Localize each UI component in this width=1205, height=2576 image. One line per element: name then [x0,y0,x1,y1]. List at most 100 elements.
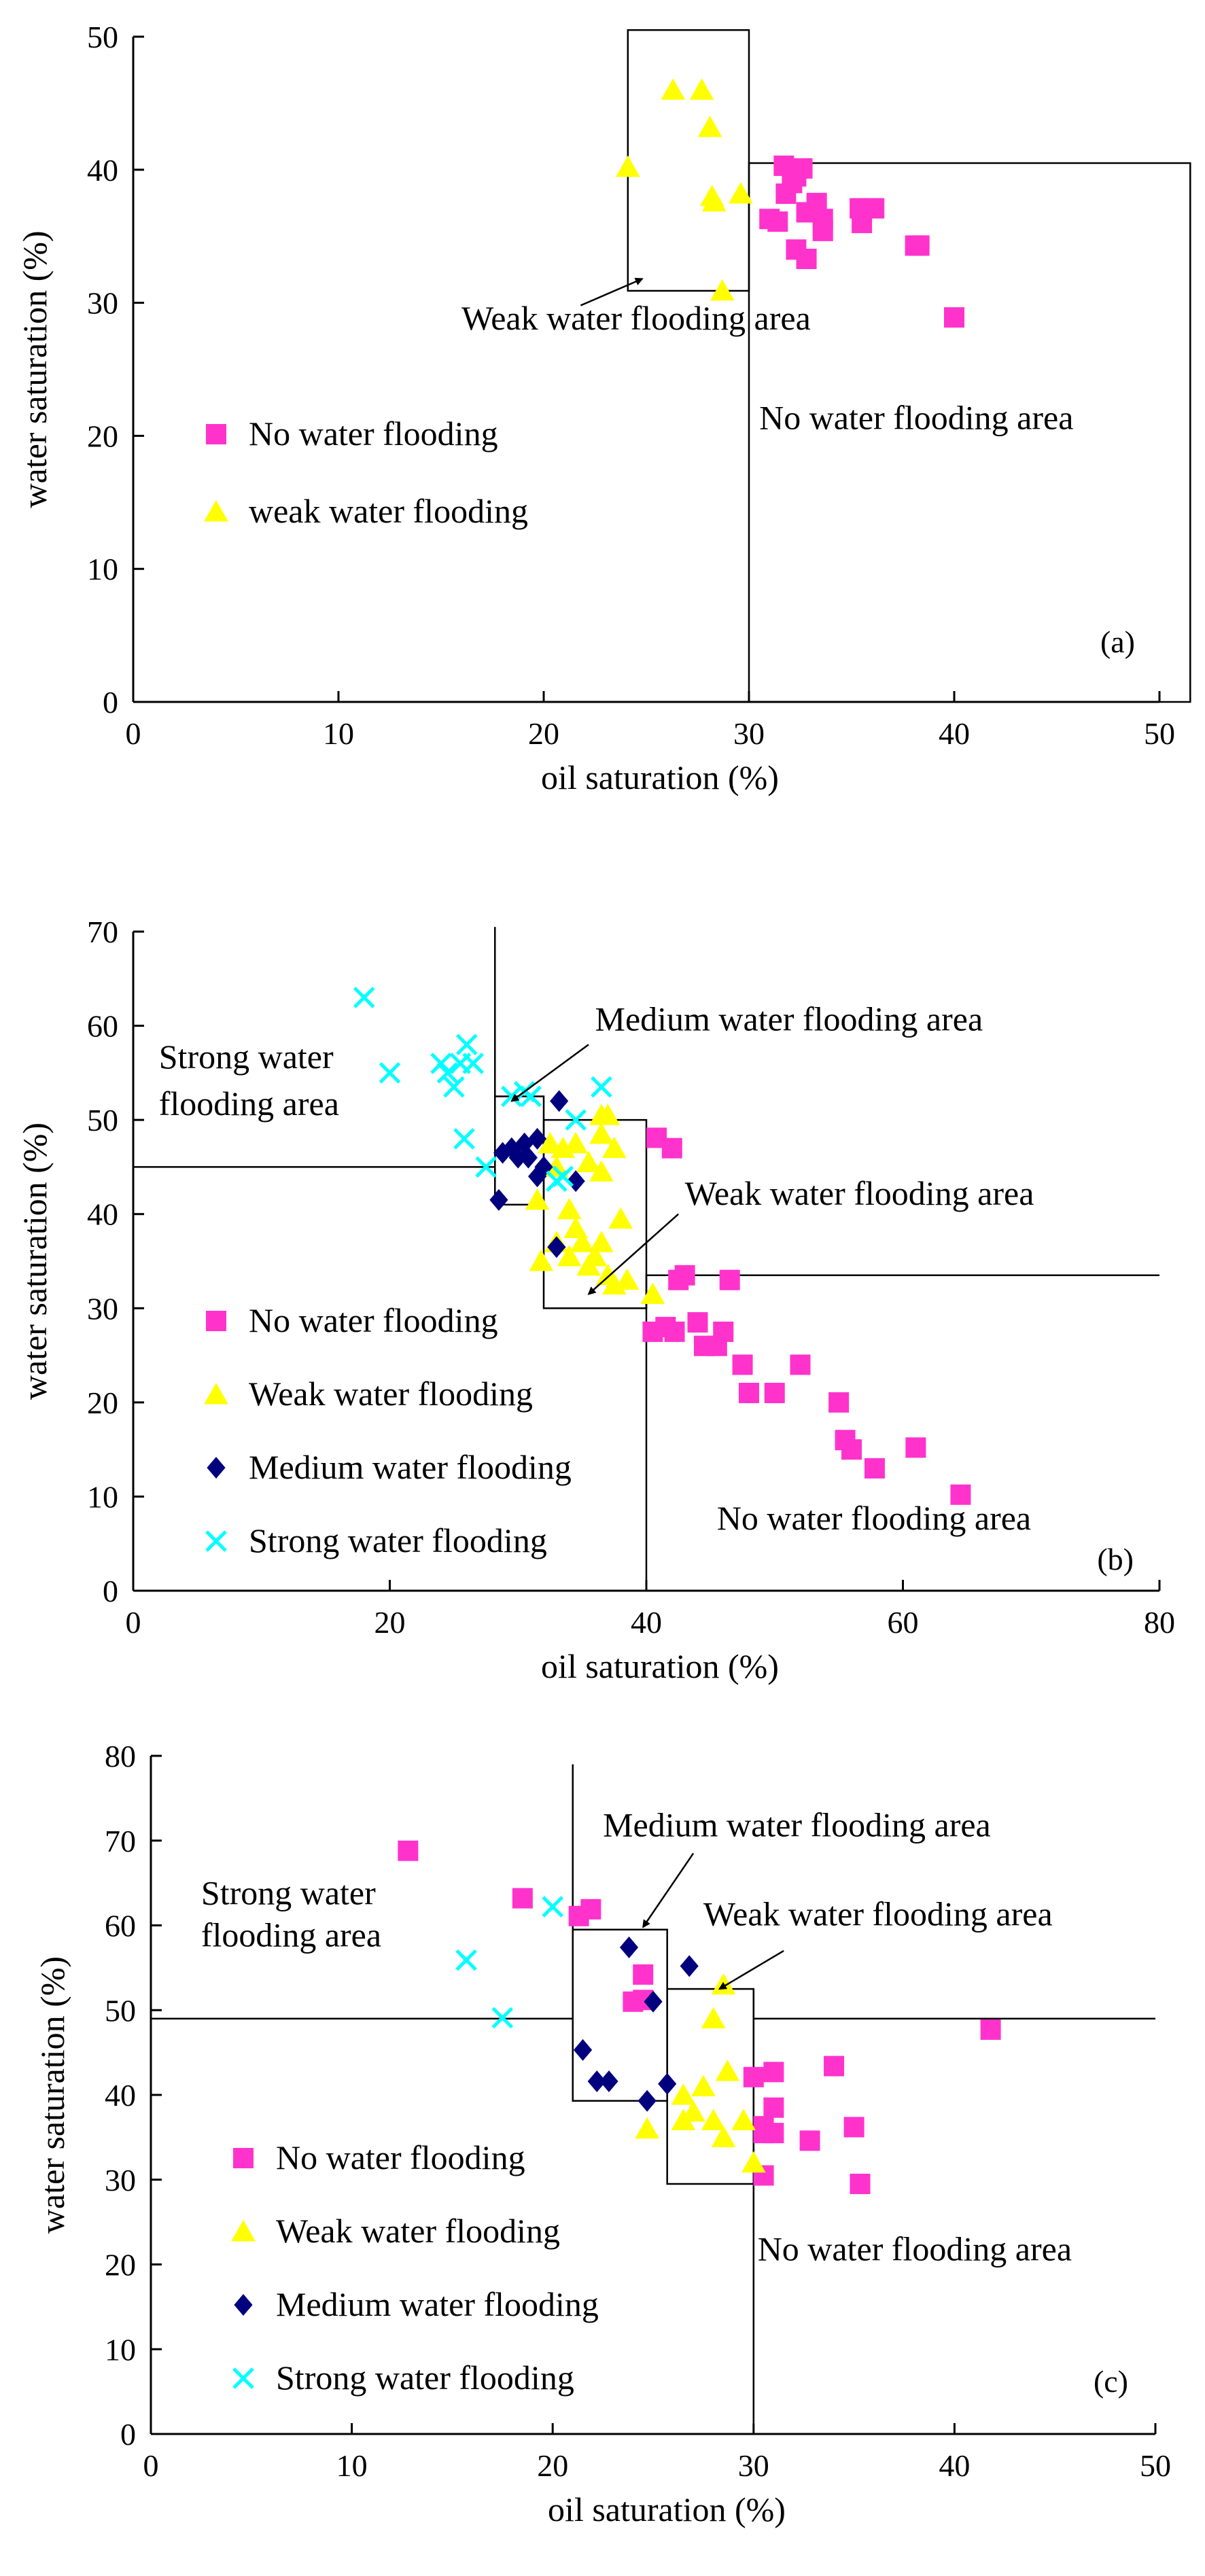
point-diamond [638,2089,657,2112]
point-x [379,1062,401,1084]
x-tick-label: 10 [323,716,354,751]
point-square [580,1899,601,1920]
y-tick-label: 80 [105,1739,136,1774]
legend-label: Weak water flooding [249,1375,533,1413]
y-axis-label: water saturation (%) [16,230,54,508]
point-triangle [589,1104,614,1125]
point-square [950,1484,971,1505]
y-tick-label: 50 [105,1993,136,2028]
region-no-box [748,162,1191,703]
legend-label: No water flooding [249,414,498,453]
point-triangle [661,78,686,100]
point-x [565,1109,587,1131]
point-x [591,1076,612,1098]
medium-area-label: Medium water flooding area [603,1806,991,1844]
no-area-label: No water flooding area [759,399,1073,437]
point-diamond [619,1936,639,1958]
point-triangle [608,1207,633,1229]
y-tick-label: 40 [87,153,118,188]
point-square [852,213,873,234]
point-x [475,1156,497,1178]
legend-marker-diamond [234,2294,253,2316]
point-diamond [644,1990,663,2013]
point-triangle [544,1155,569,1177]
point-square [824,2055,845,2077]
point-square [763,2062,784,2083]
y-tick-label: 60 [105,1909,136,1943]
y-tick-label: 70 [87,915,118,949]
x-tick-label: 0 [126,1605,141,1640]
no-area-label: No water flooding area [758,2229,1072,2268]
y-tick-label: 70 [105,1824,136,1858]
panel-b: 0 10 20 30 40 50 60 70 0 20 40 60 80 oil saturation (… [16,915,1175,1685]
legend-marker-square [233,2148,254,2168]
point-x [430,1053,452,1074]
x-tick-label: 60 [888,1605,919,1640]
point-square [642,1321,663,1342]
x-tick-label: 0 [143,2448,159,2483]
point-square [796,248,817,269]
point-square [668,1269,689,1290]
no-area-label: No water flooding area [717,1499,1031,1537]
point-x [542,1896,563,1918]
point-square [909,235,930,256]
weak-area-label-arrow [580,277,644,306]
panel-a: 0 10 20 30 40 50 0 10 20 30 40 50 oil saturation (%)… [16,20,1191,796]
legend-marker-triangle [204,500,228,522]
point-triangle [576,1150,601,1172]
point-diamond [573,2039,593,2061]
point-triangle [563,1131,589,1154]
weak-area-label: Weak water flooding area [461,299,811,337]
weak-area-label-arrow [718,1949,784,1990]
y-tick-label: 50 [87,1103,118,1137]
x-axis-label: oil saturation (%) [548,2490,786,2528]
point-triangle [671,2109,696,2130]
point-diamond [658,2072,677,2095]
point-triangle [697,116,722,137]
y-axis-label: water saturation (%) [16,1123,54,1400]
x-tick-label: 50 [1144,716,1175,751]
point-triangle [538,1131,563,1154]
point-triangle [701,2007,726,2029]
point-diamond [599,2070,618,2093]
point-square [633,1964,654,1985]
legend-label: weak water flooding [249,492,528,530]
point-triangle [614,1268,640,1290]
y-tick-label: 40 [87,1197,118,1232]
panel-c: 0 10 20 30 40 50 60 70 80 0 10 20 30 40 50 oil saturati… [33,1739,1171,2528]
point-triangle [570,1231,595,1252]
point-x [520,1085,542,1108]
point-square [843,2117,865,2138]
x-tick-label: 20 [374,1605,406,1640]
point-triangle [710,279,735,301]
point-triangle [691,2075,716,2096]
point-x [462,1053,484,1074]
point-x [436,1062,459,1084]
legend-marker-diamond [207,1457,226,1479]
point-square [799,2130,820,2151]
y-tick-label: 60 [87,1009,118,1044]
point-triangle [557,1245,582,1267]
point-x [455,1034,478,1056]
point-triangle [589,1122,614,1144]
y-axis-label: water saturation (%) [33,1956,71,2234]
point-triangle [589,1160,614,1182]
point-triangle [689,78,714,100]
x-tick-label: 20 [537,2448,568,2483]
x-tick-label: 0 [126,716,141,751]
point-diamond [527,1165,547,1188]
x-tick-label: 40 [939,2448,970,2483]
x-tick-label: 40 [631,1605,662,1640]
point-square [664,1321,685,1342]
point-diamond [527,1127,547,1150]
point-x [491,2007,514,2029]
point-square [713,1321,734,1342]
point-triangle [711,1973,736,1995]
y-tick-label: 20 [87,1386,118,1420]
legend-label: Strong water flooding [249,1521,547,1559]
point-square [767,211,788,232]
point-square [743,2066,764,2087]
y-tick-label: 40 [105,2078,136,2113]
point-triangle [525,1188,550,1210]
weak-area-label: Weak water flooding area [685,1174,1034,1212]
